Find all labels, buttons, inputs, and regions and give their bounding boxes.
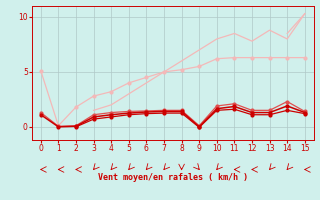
X-axis label: Vent moyen/en rafales ( km/h ): Vent moyen/en rafales ( km/h ): [98, 173, 248, 182]
